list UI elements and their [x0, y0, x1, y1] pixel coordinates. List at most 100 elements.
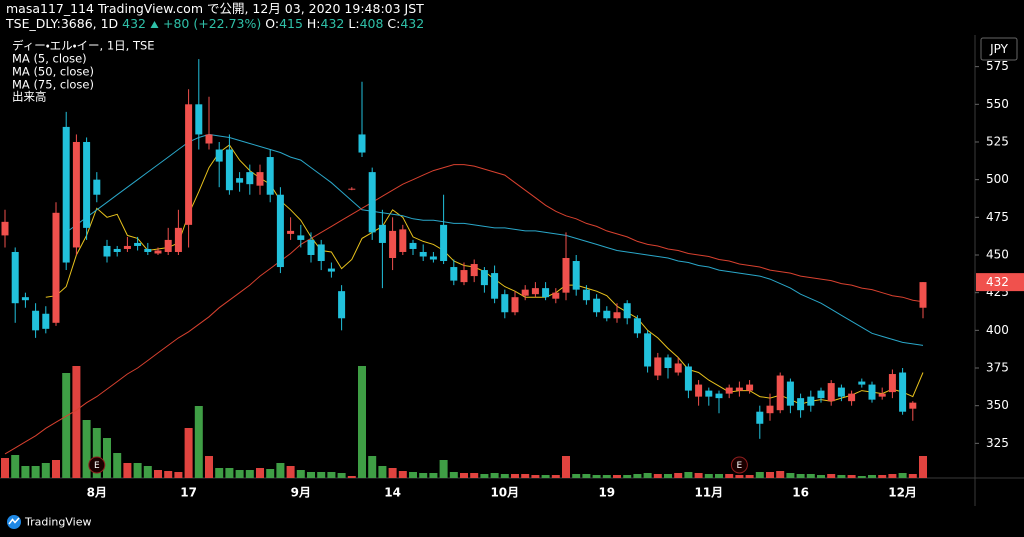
volume-bar [398, 471, 407, 478]
watermark-text: TradingView [24, 516, 91, 529]
volume-bar [572, 474, 581, 478]
candle-body [542, 288, 550, 298]
volume-bar [143, 466, 152, 478]
volume-bar [684, 472, 693, 478]
volume-bar [21, 466, 30, 478]
change: +80 (+22.73%) [162, 16, 262, 31]
event-label: E [737, 461, 743, 471]
candle-body [287, 230, 295, 234]
plot [1, 59, 927, 478]
x-tick-label: 17 [180, 486, 197, 500]
candle-body [837, 387, 845, 397]
candle-body [613, 312, 621, 319]
candle-body [103, 245, 111, 257]
c-value: 432 [400, 16, 425, 31]
candle-body [664, 357, 672, 369]
candle-body [236, 178, 244, 183]
candle-body [83, 141, 91, 228]
candle-body [307, 239, 315, 255]
legend-title: ディー・エル・イー, 1日, TSE [12, 39, 155, 53]
candle-body [756, 411, 764, 424]
volume-bar [613, 475, 621, 478]
volume-bar [857, 476, 866, 478]
y-tick-label: 525 [986, 134, 1009, 148]
volume-bar [368, 456, 377, 478]
candle-body [654, 357, 662, 376]
candle-body [32, 310, 40, 331]
candle-body [909, 402, 917, 409]
volume-bar [623, 475, 632, 478]
volume-bar [796, 474, 805, 478]
y-tick-label: 575 [986, 59, 1009, 73]
volume-bar [113, 453, 122, 478]
event-label: E [94, 461, 100, 471]
candle-body [766, 405, 774, 414]
volume-bar [215, 468, 224, 478]
volume-bar [919, 456, 927, 478]
y-tick-label: 350 [986, 398, 1009, 412]
candle-body [134, 242, 142, 246]
candle-body [684, 366, 692, 391]
volume-bar [1, 458, 9, 478]
volume-bar [878, 475, 887, 478]
candle-body [746, 384, 754, 391]
candle-body [246, 172, 254, 185]
candle-body [338, 291, 346, 319]
candle-body [1, 221, 9, 236]
volume-bar [511, 474, 519, 478]
candle-body [786, 381, 794, 406]
volume-bar [725, 474, 734, 478]
volume-bar [378, 466, 387, 478]
candle-body [776, 375, 784, 411]
candle-body [93, 179, 101, 195]
ma-line [65, 133, 924, 346]
candle-body [633, 318, 641, 334]
volume-bar [582, 474, 591, 478]
volume-bar [776, 471, 785, 478]
candle-body [623, 303, 631, 319]
l-label: L: [348, 16, 360, 31]
candle-body [593, 298, 601, 313]
candle-body [450, 267, 458, 281]
candle-body [501, 294, 509, 313]
volume-bar [276, 463, 285, 478]
candle-body [276, 194, 284, 268]
volume-bar [551, 475, 560, 478]
candle-body [348, 188, 356, 190]
volume-bar [123, 463, 132, 478]
volume-bar [664, 474, 672, 478]
candle-body [256, 172, 264, 186]
candle-body [735, 387, 743, 391]
candle-body [470, 264, 478, 277]
volume-bar [806, 474, 815, 478]
volume-bar [235, 470, 244, 478]
volume-bar [11, 455, 20, 478]
event-marker [730, 456, 748, 474]
volume-bar [439, 460, 448, 478]
publisher: masa117_114 TradingView.com で公開, 12月 03,… [6, 1, 424, 16]
candle-body [858, 381, 866, 385]
candle-body [919, 282, 927, 308]
x-tick-label: 19 [598, 486, 615, 500]
candle-body [531, 288, 539, 295]
volume-bar [133, 463, 142, 478]
volume-bar [633, 474, 642, 478]
volume-bar [307, 472, 315, 478]
legend-entry: 出来高 [12, 90, 47, 104]
candle-body [674, 363, 682, 373]
candle-body [52, 212, 60, 323]
candle-body [827, 383, 835, 402]
volume-bar [256, 468, 264, 478]
candle-body [21, 297, 29, 301]
volume-bar [694, 473, 703, 478]
volume-bar [653, 474, 662, 478]
o-label: O: [265, 16, 280, 31]
volume-bar [31, 466, 40, 478]
volume-bar [41, 463, 50, 478]
volume-bar [388, 468, 397, 478]
volume-bar [531, 475, 540, 478]
legend: ディー・エル・イー, 1日, TSE MA (5, close) MA (50,… [12, 39, 155, 104]
volume-bar [715, 474, 723, 478]
